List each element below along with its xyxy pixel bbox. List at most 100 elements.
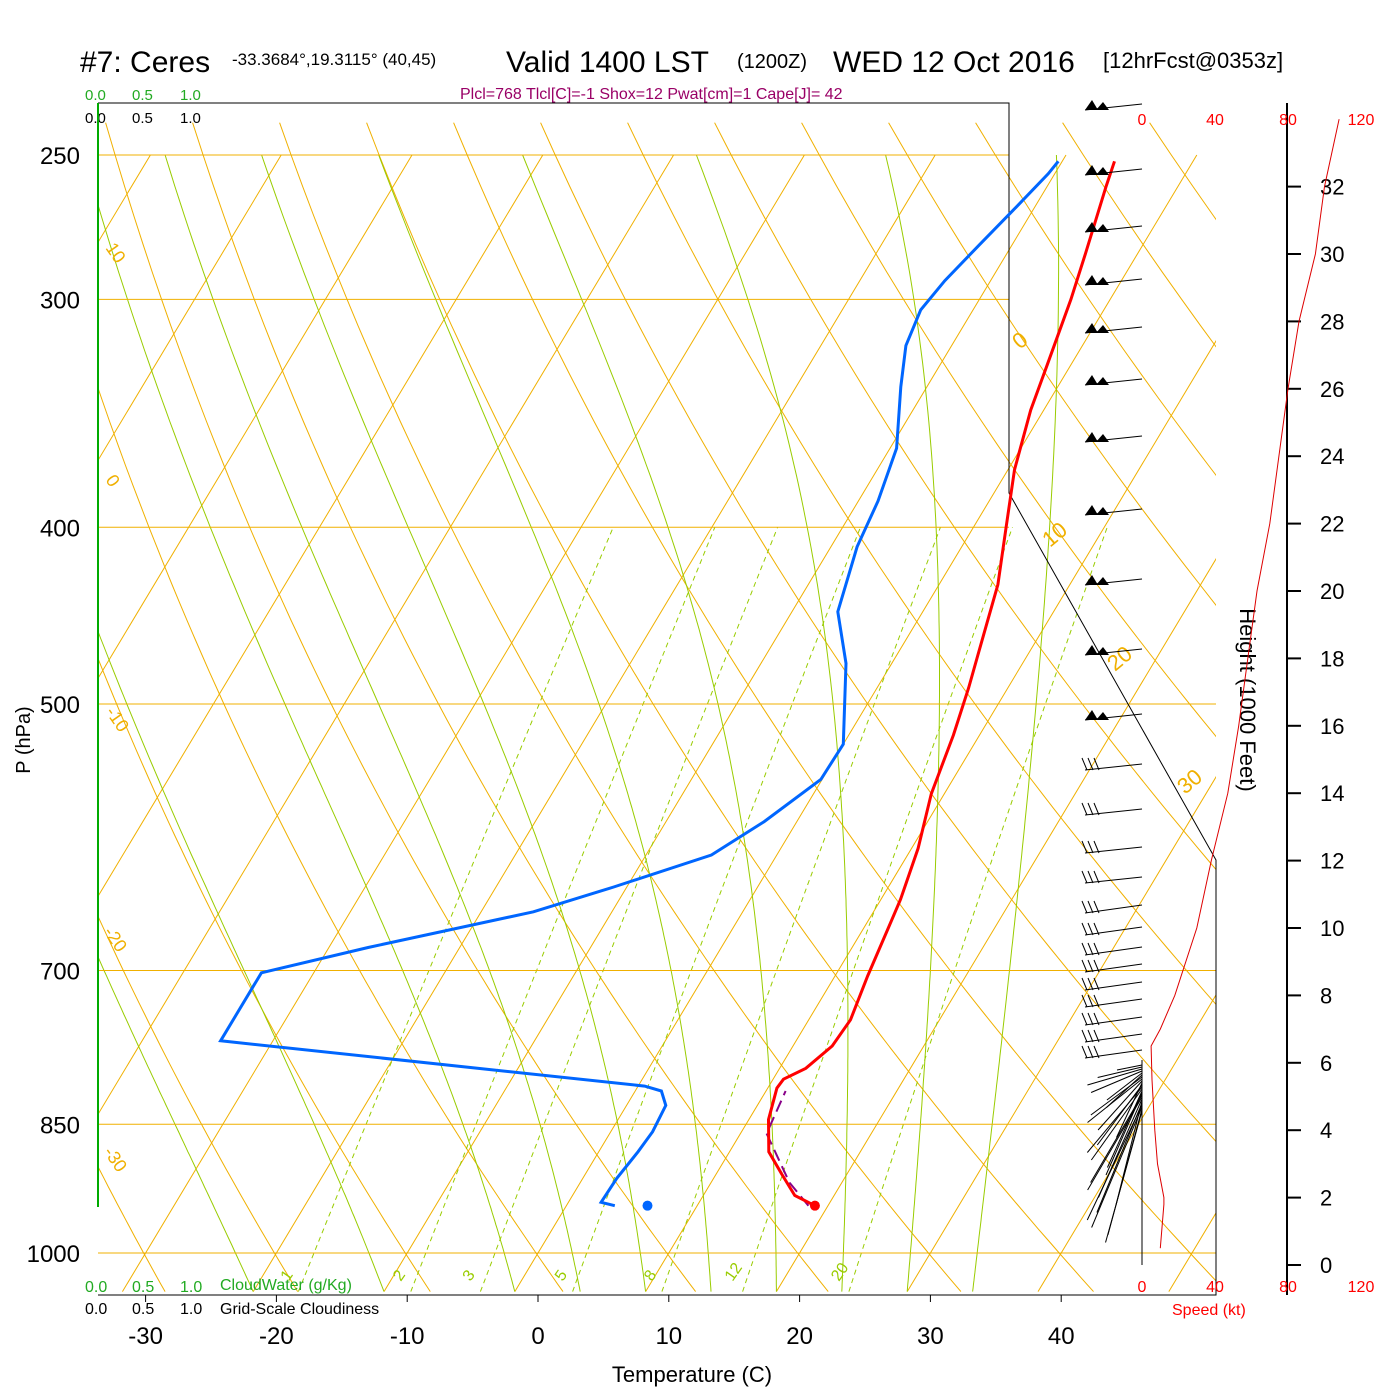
wind-barb-feather <box>1093 994 1100 1008</box>
station-coords: -33.3684°,19.3115° (40,45) <box>232 50 436 69</box>
temperature-tick-label: -10 <box>390 1323 425 1350</box>
wind-barb-shaft <box>1084 1016 1143 1026</box>
wind-barb-feather <box>1081 900 1088 914</box>
dry-adiabat-label: 10 <box>1037 517 1072 552</box>
wind-barb-feather <box>1081 942 1088 956</box>
moist-adiabat-line <box>378 154 712 1292</box>
dry-adiabat-line <box>98 657 431 1292</box>
wind-barb-feather <box>1087 802 1094 816</box>
dry-adiabat-line <box>192 122 829 1292</box>
isotherm-line <box>1168 1212 1216 1292</box>
height-tick-label: 22 <box>1320 512 1344 537</box>
height-tick-label: 16 <box>1320 714 1344 739</box>
wind-barb-shaft <box>1105 1110 1143 1243</box>
wind-barb-shaft <box>1087 1096 1143 1191</box>
speed-bottom-tick-label: 80 <box>1279 1279 1297 1296</box>
wind-barb-feather <box>1093 870 1100 884</box>
pressure-tick-label: 300 <box>40 287 80 314</box>
dry-adiabat-line <box>1237 123 1400 1292</box>
pressure-tick-label: 500 <box>40 692 80 719</box>
wind-barb-feather <box>1093 922 1100 936</box>
wind-barb-feather <box>1081 757 1088 771</box>
wind-barb-feather <box>1093 1045 1100 1059</box>
wind-barb-feather <box>1081 1012 1088 1026</box>
cloudiness-bottom-tick-0: 0.0 <box>85 1301 107 1318</box>
dry-adiabat-line <box>627 122 1216 1006</box>
wind-barb-pennant <box>1096 507 1109 515</box>
wind-barb-feather <box>1087 840 1094 854</box>
mixing-ratio-label: 2 <box>390 1267 409 1284</box>
height-tick-label: 28 <box>1320 309 1344 334</box>
height-tick-label: 10 <box>1320 916 1344 941</box>
wind-barb-shaft <box>1090 1094 1143 1183</box>
dry-adiabat-label: -20 <box>100 923 131 956</box>
wind-barb-shaft <box>1084 926 1143 936</box>
speed-top-tick-label: 120 <box>1348 112 1375 129</box>
dry-adiabat-line <box>98 915 299 1292</box>
pressure-tick-label: 400 <box>40 515 80 542</box>
wind-barb-shaft <box>1084 946 1143 956</box>
wind-barb-pennant <box>1085 645 1098 655</box>
mixing-ratio-label: 5 <box>552 1267 571 1284</box>
wind-barb-pennant <box>1085 165 1098 175</box>
cloud-water-tick-1: 0.5 <box>132 87 153 104</box>
dry-adiabat-label: 20 <box>1102 641 1137 676</box>
mixing-ratio-line <box>479 527 779 1292</box>
parcel-trace <box>765 1090 810 1207</box>
wind-barb-pennant <box>1096 434 1109 442</box>
moist-adiabat-line <box>98 955 254 1292</box>
dry-adiabat-line <box>1149 122 1216 221</box>
forecast-info: [12hrFcst@0353z] <box>1103 48 1283 73</box>
pressure-tick-labels: 250 300 400 500 700 850 1000 <box>27 143 80 1268</box>
wind-barb-pennant <box>1096 577 1109 585</box>
speed-bottom-tick-label: 0 <box>1138 1279 1147 1296</box>
height-tick-label: 4 <box>1320 1118 1332 1143</box>
wind-barb-pennant <box>1096 167 1109 175</box>
height-tick-label: 6 <box>1320 1051 1332 1076</box>
cloudiness-bottom-tick-2: 1.0 <box>180 1301 202 1318</box>
dry-adiabat-line <box>366 122 1094 1292</box>
moist-adiabat-line <box>164 154 581 1292</box>
isotherm-line <box>906 776 1216 1292</box>
cloud-water-bottom-tick-0: 0.0 <box>85 1279 107 1296</box>
wind-barb-pennant <box>1085 222 1098 232</box>
isotherm-line <box>121 154 805 1292</box>
wind-barb-pennant <box>1085 432 1098 442</box>
wind-barb-feather <box>1087 1029 1094 1043</box>
isotherm-line <box>98 154 675 1116</box>
height-tick-label: 14 <box>1320 781 1344 806</box>
wind-barb-shaft <box>1116 1064 1143 1071</box>
wind-barbs <box>1081 100 1143 1243</box>
isotherm-line <box>775 558 1216 1292</box>
cloud-water-label: CloudWater (g/Kg) <box>220 1277 352 1294</box>
wind-barb-feather <box>1087 900 1094 914</box>
top-scale-labels: 0.0 0.5 1.0 0.0 0.5 1.0 <box>85 87 201 127</box>
cloud-water-bottom-tick-1: 0.5 <box>132 1279 154 1296</box>
moist-adiabat-line <box>522 154 777 1292</box>
moist-adiabat-line <box>695 154 849 1292</box>
isotherm-line <box>1037 994 1216 1292</box>
utc-time: (1200Z) <box>737 51 807 73</box>
wind-barb-pennant <box>1085 375 1098 385</box>
dry-adiabat-label: 10 <box>102 239 130 267</box>
wind-barb-shaft <box>1084 1049 1143 1059</box>
wind-barb-feather <box>1093 1012 1100 1026</box>
mixing-ratio-line <box>848 527 1108 1292</box>
wind-barb-shaft <box>1084 846 1143 854</box>
wind-barb-pennant <box>1096 712 1109 720</box>
isobars <box>98 154 1216 1254</box>
cloud-water-bottom-tick-2: 1.0 <box>180 1279 202 1296</box>
temperature-tick-label: -20 <box>259 1323 294 1350</box>
cloud-water-tick-0: 0.0 <box>85 87 106 104</box>
wind-barb-feather <box>1081 802 1088 816</box>
y-axis-label: P (hPa) <box>13 706 35 773</box>
dry-adiabat-line <box>1062 122 1216 348</box>
dry-adiabat-line <box>98 1165 166 1292</box>
dry-adiabat-line <box>975 122 1216 477</box>
wind-barb-shaft <box>1090 1076 1143 1116</box>
plot-frame <box>98 102 1217 1296</box>
pressure-tick-label: 850 <box>40 1112 80 1139</box>
cloudiness-label: Grid-Scale Cloudiness <box>220 1301 379 1318</box>
speed-top-tick-label: 0 <box>1138 112 1147 129</box>
